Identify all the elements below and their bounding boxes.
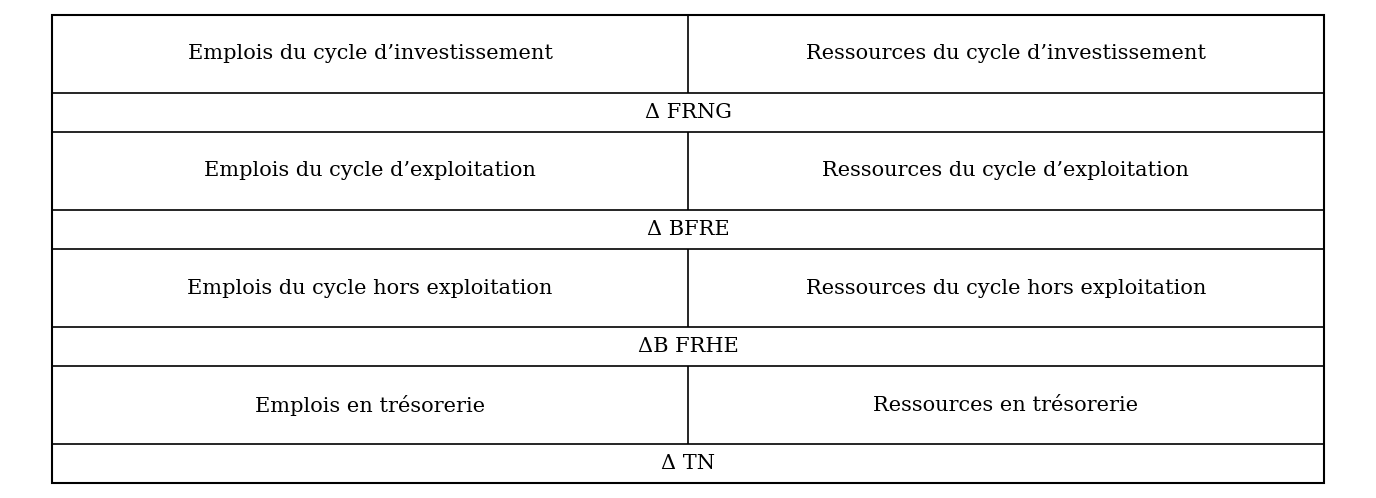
Text: Emplois en trésorerie: Emplois en trésorerie (255, 394, 486, 415)
Text: Ressources du cycle d’investissement: Ressources du cycle d’investissement (806, 44, 1205, 63)
Text: ΔB FRHE: ΔB FRHE (637, 337, 739, 356)
Text: Emplois du cycle d’exploitation: Emplois du cycle d’exploitation (204, 161, 537, 180)
Text: Δ BFRE: Δ BFRE (647, 220, 729, 239)
Text: Δ TN: Δ TN (660, 454, 716, 473)
Text: Ressources en trésorerie: Ressources en trésorerie (874, 395, 1138, 414)
Text: Ressources du cycle hors exploitation: Ressources du cycle hors exploitation (806, 278, 1205, 297)
Text: Ressources du cycle d’exploitation: Ressources du cycle d’exploitation (823, 161, 1189, 180)
Text: Emplois du cycle hors exploitation: Emplois du cycle hors exploitation (187, 278, 553, 297)
Text: Δ FRNG: Δ FRNG (644, 103, 732, 122)
Text: Emplois du cycle d’investissement: Emplois du cycle d’investissement (187, 44, 553, 63)
